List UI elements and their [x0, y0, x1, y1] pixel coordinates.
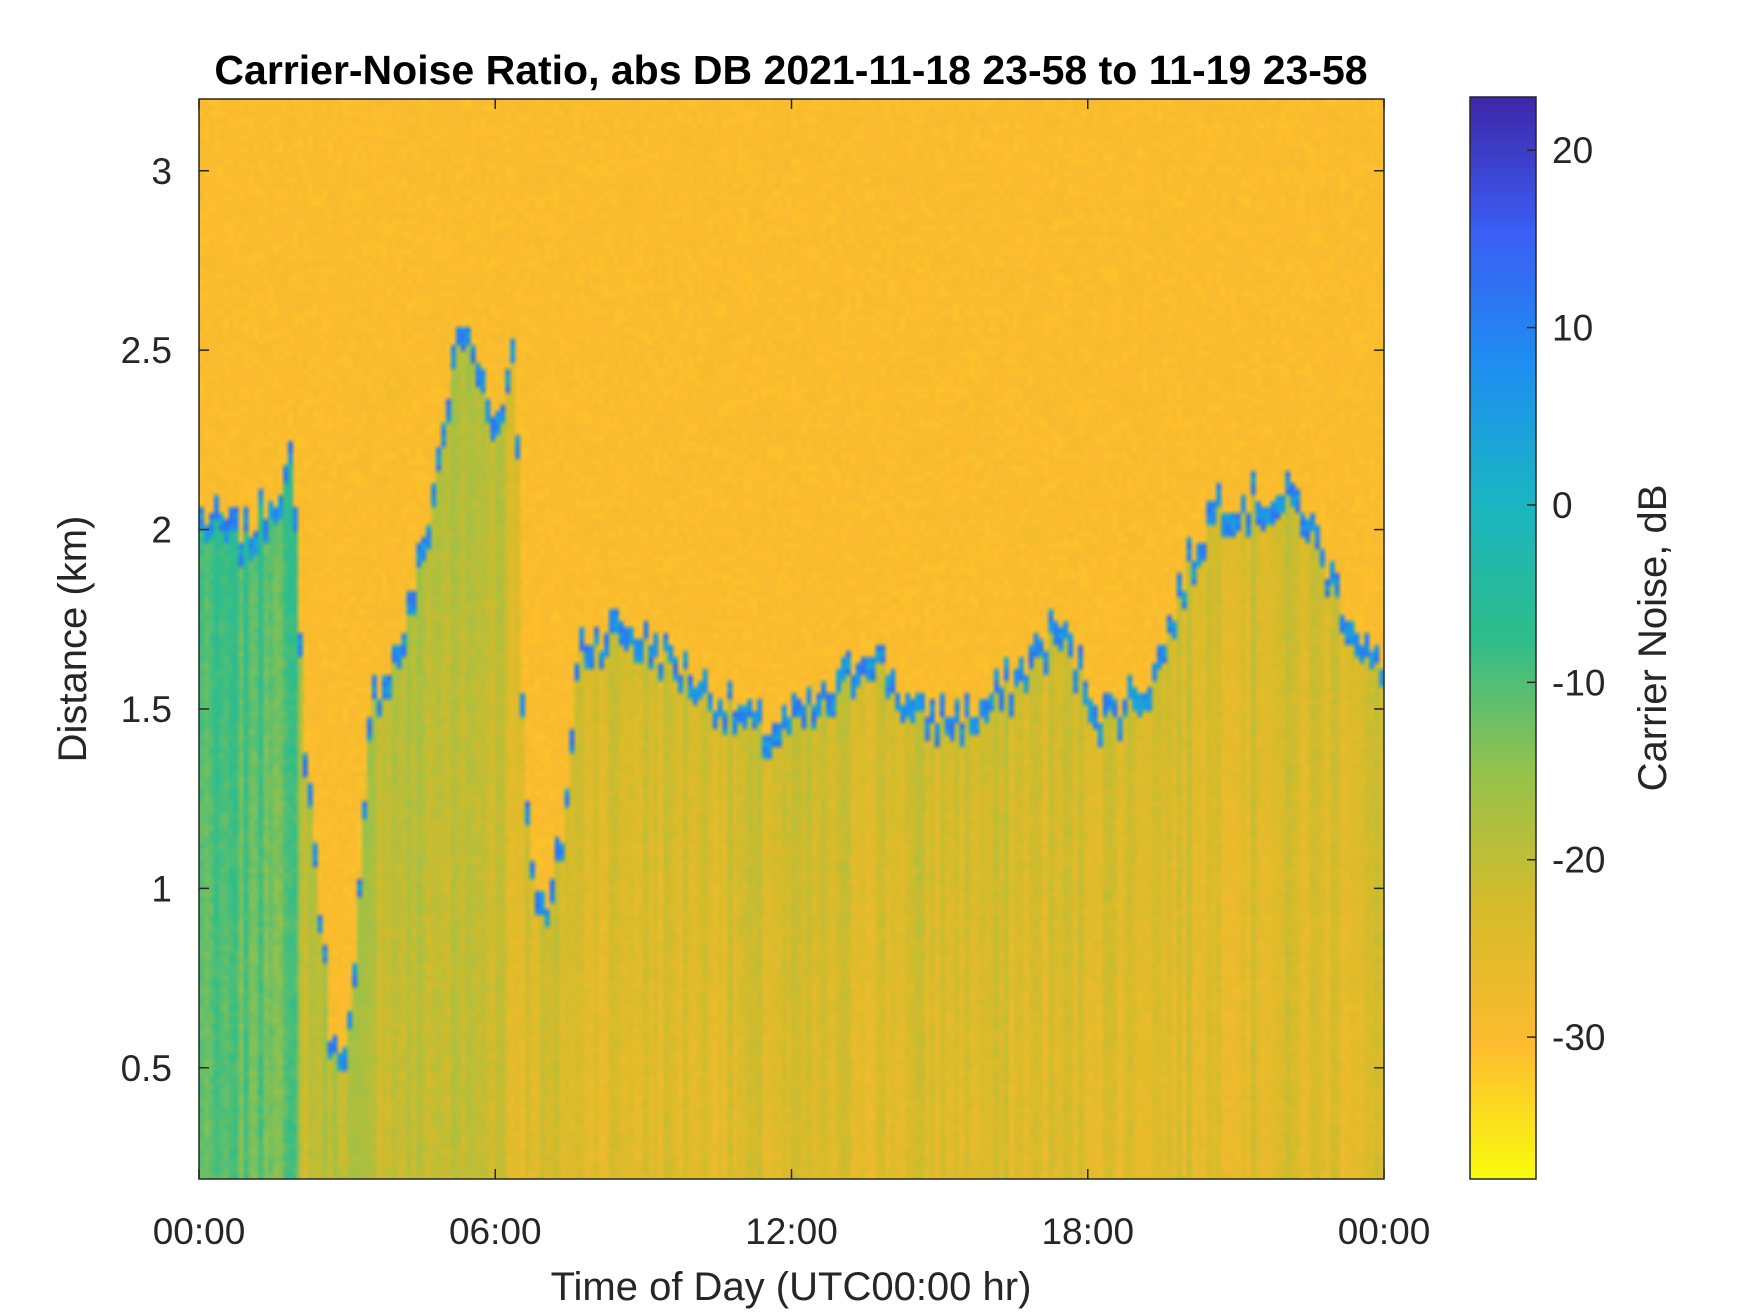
y-tick-label: 1.5: [121, 689, 172, 730]
y-tick-label: 3: [151, 151, 172, 192]
colorbar-ticks: 20 10 0 -10 -20 -30: [1527, 130, 1605, 1058]
y-tick-label: 1: [151, 868, 172, 909]
y-tick-label: 0.5: [121, 1048, 172, 1089]
colorbar-tick-label: 0: [1552, 485, 1573, 526]
x-axis-label: Time of Day (UTC00:00 hr): [551, 1265, 1032, 1309]
y-axis-label: Distance (km): [51, 516, 95, 763]
y-tick-label: 2.5: [121, 330, 172, 371]
x-tick-label: 00:00: [153, 1211, 246, 1252]
colorbar-tick-label: 20: [1552, 130, 1593, 171]
x-tick-label: 06:00: [449, 1211, 542, 1252]
x-axis: 00:00 06:00 12:00 18:00 00:00: [153, 99, 1431, 1252]
chart-title: Carrier-Noise Ratio, abs DB 2021-11-18 2…: [214, 47, 1367, 93]
colorbar: [1469, 96, 1537, 1180]
x-tick-label: 12:00: [745, 1211, 838, 1252]
x-tick-label: 00:00: [1338, 1211, 1431, 1252]
colorbar-tick-label: -10: [1552, 662, 1605, 703]
y-tick-label: 2: [151, 510, 172, 551]
colorbar-tick-label: -30: [1552, 1017, 1605, 1058]
colorbar-label: Carrier Noise, dB: [1631, 485, 1675, 792]
heatmap-raster: [199, 99, 1384, 1179]
y-axis: 0.5 1 1.5 2 2.5 3: [121, 151, 1384, 1089]
x-tick-label: 18:00: [1041, 1211, 1134, 1252]
colorbar-tick-label: -20: [1552, 840, 1605, 881]
colorbar-tick-label: 10: [1552, 308, 1593, 349]
